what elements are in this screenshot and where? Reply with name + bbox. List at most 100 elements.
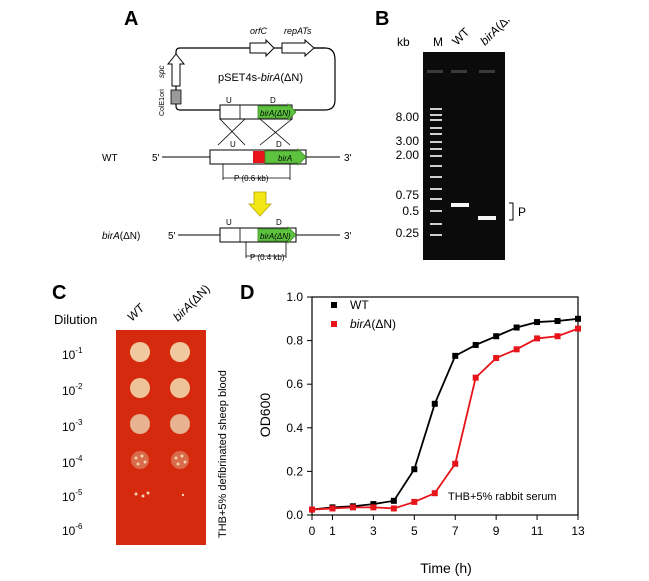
gel-lane-wt: WT [449,25,473,49]
plasmid-bira-dn-label: birA(ΔN) [260,109,291,118]
ladder-label-2: 2.00 [396,148,420,162]
data-point [513,346,520,353]
data-point [554,333,561,340]
data-point [575,325,581,332]
wt-five-prime: 5' [152,153,160,164]
p-bracket [509,202,514,221]
x-tick-label: 5 [411,524,418,538]
dilution-4: 10-4 [62,454,83,470]
mutant-p-label: P (0.4 kb) [250,253,285,262]
data-point [493,355,500,362]
data-point [534,335,541,342]
y-tick-label: 1.0 [286,290,303,304]
wt-u-label: U [230,140,236,149]
plasmid-d-label: D [270,96,276,105]
y-tick-label: 0.6 [286,377,303,391]
dilution-3: 10-3 [62,418,83,434]
plasmid-u-label: U [226,96,232,105]
panel-b-gel: kb M WT birA(ΔN) 8.00 3.00 2.00 0.75 0.5… [396,20,526,260]
wt-p-label: P (0.6 kb) [234,174,269,183]
spc-label: spc [157,66,166,78]
data-point [411,466,418,473]
mutant-bira-dn-arrow [257,226,297,244]
plate-side-label: THB+5% defibrinated sheep blood [217,370,229,538]
gel-lane-m: M [433,35,443,49]
col-wt-label: WT [124,300,148,324]
wt-d-label: D [276,140,282,149]
ladder-label-075: 0.75 [396,188,420,202]
colony-spots [130,342,190,498]
mutant-row-label: birA(ΔN) [102,231,140,242]
gel-kb-label: kb [397,35,410,49]
chart-ylabel: OD600 [257,393,273,438]
ladder-label-05: 0.5 [402,204,419,218]
data-point [390,497,397,504]
mut-band [478,216,496,220]
x-tick-label: 3 [370,524,377,538]
data-point [349,504,356,511]
col-mut-label: birA(ΔN) [170,282,212,324]
mutant-five-prime: 5' [168,231,176,242]
plasmid-bira-dn-arrow [257,103,297,121]
cole1-label: ColE1ori [159,89,166,116]
x-tick-label: 11 [531,524,544,538]
dilution-label: Dilution [54,312,97,327]
series-line-0 [311,317,579,511]
wt-row-label: WT [102,153,118,164]
x-tick-label: 9 [493,524,500,538]
data-point [575,315,581,322]
repats-label: repATs [284,26,312,36]
data-point [390,505,397,512]
data-point [554,317,561,324]
data-point [309,506,315,513]
legend-marker [331,321,337,327]
spc-gene-arrow [166,53,186,87]
gel-lane-mut: birA(ΔN) [477,20,519,48]
y-tick-label: 0.4 [286,421,303,435]
y-tick-label: 0.8 [286,334,303,348]
data-point [431,400,438,407]
data-point [452,352,459,359]
growth-curve-chart: OD600 Time (h) THB+5% rabbit serum 0.0 0.… [257,290,585,576]
ladder-bands [430,108,442,236]
p-bracket-label: P [518,205,526,219]
ladder-label-025: 0.25 [396,226,420,240]
wt-bira-label: birA [278,154,292,163]
mutant-d-label: D [276,218,282,227]
data-point [370,504,377,511]
wt-deleted-segment [253,151,265,163]
panel-c-plate: Dilution WT birA(ΔN) 10-1 10-2 10-3 10-4… [54,282,229,545]
x-tick-label: 7 [452,524,459,538]
y-tick-label: 0.2 [286,464,303,478]
cole1-ori-box [170,89,182,105]
x-tick-label: 0 [309,524,316,538]
mutant-three-prime: 3' [344,231,352,242]
data-point [370,501,377,508]
agar-plate [116,330,206,545]
dilution-5: 10-5 [62,488,83,504]
x-tick-label: 1 [329,524,336,538]
panel-a-diagram: orfC repATs spc ColE1ori pSET4s-birA(ΔN)… [102,26,352,262]
data-point [431,490,438,497]
dilution-6: 10-6 [62,522,83,538]
plot-frame [311,296,579,516]
chart-annotation: THB+5% rabbit serum [448,491,557,503]
mutant-u-label: U [226,218,232,227]
panel-d-letter: D [240,282,255,304]
chart-xlabel: Time (h) [420,560,472,576]
legend-label: WT [350,298,369,312]
plasmid-name: pSET4s-birA(ΔN) [218,72,303,84]
orfc-label: orfC [250,26,268,36]
data-point [493,333,500,340]
data-point [472,341,479,348]
data-point [452,460,459,467]
data-point [472,374,479,381]
down-arrow [248,191,272,217]
ladder-label-8: 8.00 [396,110,420,124]
ladder-label-3: 3.00 [396,134,420,148]
series-line-1 [311,327,579,511]
repats-gene-arrow [281,38,315,58]
legend-marker [331,302,337,308]
x-tick-label: 13 [571,524,585,538]
panel-a-letter: A [124,8,139,30]
